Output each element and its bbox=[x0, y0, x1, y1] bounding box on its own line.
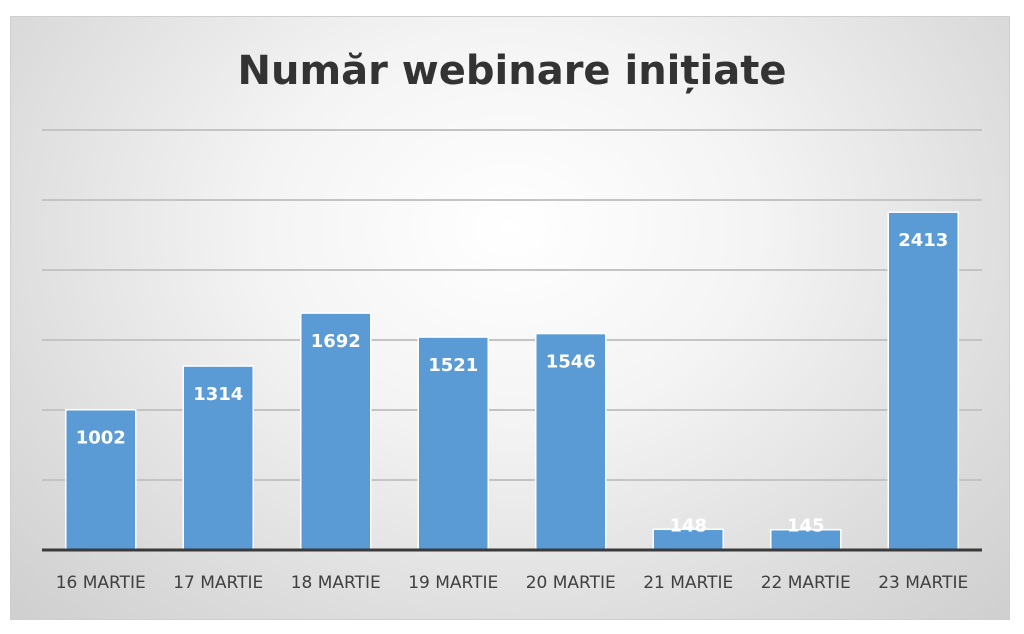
x-axis-tick-labels: 16 MARTIE 17 MARTIE 18 MARTIE 19 MARTIE 20 M… bbox=[56, 573, 969, 593]
bar-4 bbox=[417, 336, 489, 551]
chart-frame bbox=[10, 16, 1010, 620]
x-tick-label-1: 16 MARTIE bbox=[56, 573, 146, 593]
data-label-2: 1314 bbox=[193, 384, 243, 405]
x-tick-label-2: 17 MARTIE bbox=[173, 573, 263, 593]
x-tick-label-8: 23 MARTIE bbox=[878, 573, 968, 593]
data-labels: 1002 1314 1692 1521 1546 148 145 2413 bbox=[76, 230, 949, 537]
x-tick-label-6: 21 MARTIE bbox=[643, 573, 733, 593]
x-tick-label-7: 22 MARTIE bbox=[761, 573, 851, 593]
bar-8 bbox=[887, 211, 959, 551]
data-label-5: 1546 bbox=[546, 352, 596, 373]
data-label-6: 148 bbox=[669, 515, 707, 536]
x-tick-label-5: 20 MARTIE bbox=[526, 573, 616, 593]
data-label-4: 1521 bbox=[428, 355, 478, 376]
x-tick-label-3: 18 MARTIE bbox=[291, 573, 381, 593]
x-tick-label-4: 19 MARTIE bbox=[408, 573, 498, 593]
data-label-8: 2413 bbox=[898, 230, 948, 251]
chart-title: Număr webinare inițiate bbox=[238, 48, 787, 94]
data-label-7: 145 bbox=[787, 516, 825, 537]
bar-1 bbox=[65, 408, 137, 551]
bar-2 bbox=[182, 365, 254, 551]
bars bbox=[65, 211, 959, 551]
data-label-3: 1692 bbox=[311, 331, 361, 352]
data-label-1: 1002 bbox=[76, 428, 126, 449]
bar-3 bbox=[300, 312, 372, 551]
bar-5 bbox=[535, 332, 607, 551]
